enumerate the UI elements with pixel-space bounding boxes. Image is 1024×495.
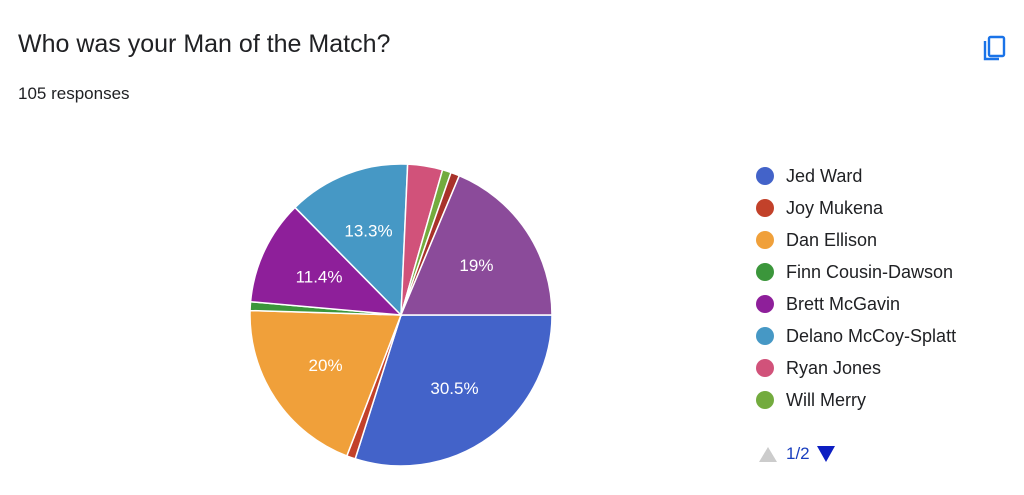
response-count: 105 responses bbox=[18, 84, 130, 103]
legend-item[interactable]: Delano McCoy-Splatt bbox=[756, 320, 956, 352]
legend-item[interactable]: Joy Mukena bbox=[756, 192, 956, 224]
legend-swatch bbox=[756, 327, 774, 345]
legend-label: Dan Ellison bbox=[786, 229, 878, 250]
legend-swatch bbox=[756, 263, 774, 281]
legend-swatch bbox=[756, 391, 774, 409]
slice-label-9: 19% bbox=[459, 256, 493, 275]
legend-label: Brett McGavin bbox=[786, 293, 901, 314]
pie-slice-9 bbox=[399, 174, 553, 316]
slice-label-4: 11.4% bbox=[296, 267, 343, 286]
legend: Jed Ward Joy Mukena Dan Ellison Finn Cousin… bbox=[756, 160, 956, 416]
legend-item[interactable]: Dan Ellison bbox=[756, 224, 956, 256]
triangle-up-icon[interactable] bbox=[758, 444, 778, 464]
legend-swatch bbox=[756, 295, 774, 313]
legend-item[interactable]: Will Merry bbox=[756, 384, 956, 416]
pie-slice-4 bbox=[249, 206, 403, 316]
legend-label: Delano McCoy-Splatt bbox=[786, 325, 957, 346]
legend-swatch bbox=[756, 231, 774, 249]
slice-label-0: 30.5% bbox=[430, 379, 478, 398]
legend-swatch bbox=[756, 199, 774, 217]
legend-label: Ryan Jones bbox=[786, 357, 882, 378]
pie-slice-2 bbox=[249, 309, 403, 457]
page-title: Who was your Man of the Match? bbox=[18, 30, 391, 58]
legend-label: Joy Mukena bbox=[786, 197, 884, 218]
legend-item[interactable]: Brett McGavin bbox=[756, 288, 956, 320]
legend-label: Finn Cousin-Dawson bbox=[786, 261, 954, 282]
slice-label-5: 13.3% bbox=[344, 221, 392, 240]
legend-label: Jed Ward bbox=[786, 165, 863, 186]
legend-swatch bbox=[756, 359, 774, 377]
copy-icon[interactable] bbox=[978, 28, 1014, 64]
slice-label-2: 20% bbox=[309, 356, 343, 375]
pie-slice-0 bbox=[354, 314, 553, 467]
pager-text: 1/2 bbox=[786, 444, 810, 463]
legend-label: Will Merry bbox=[786, 389, 866, 410]
legend-item[interactable]: Jed Ward bbox=[756, 160, 956, 192]
triangle-down-icon[interactable] bbox=[816, 444, 836, 464]
legend-pager: 1/2 bbox=[758, 444, 836, 464]
legend-item[interactable]: Ryan Jones bbox=[756, 352, 956, 384]
legend-swatch bbox=[756, 167, 774, 185]
legend-item[interactable]: Finn Cousin-Dawson bbox=[756, 256, 956, 288]
pie-slice-5 bbox=[293, 163, 409, 317]
